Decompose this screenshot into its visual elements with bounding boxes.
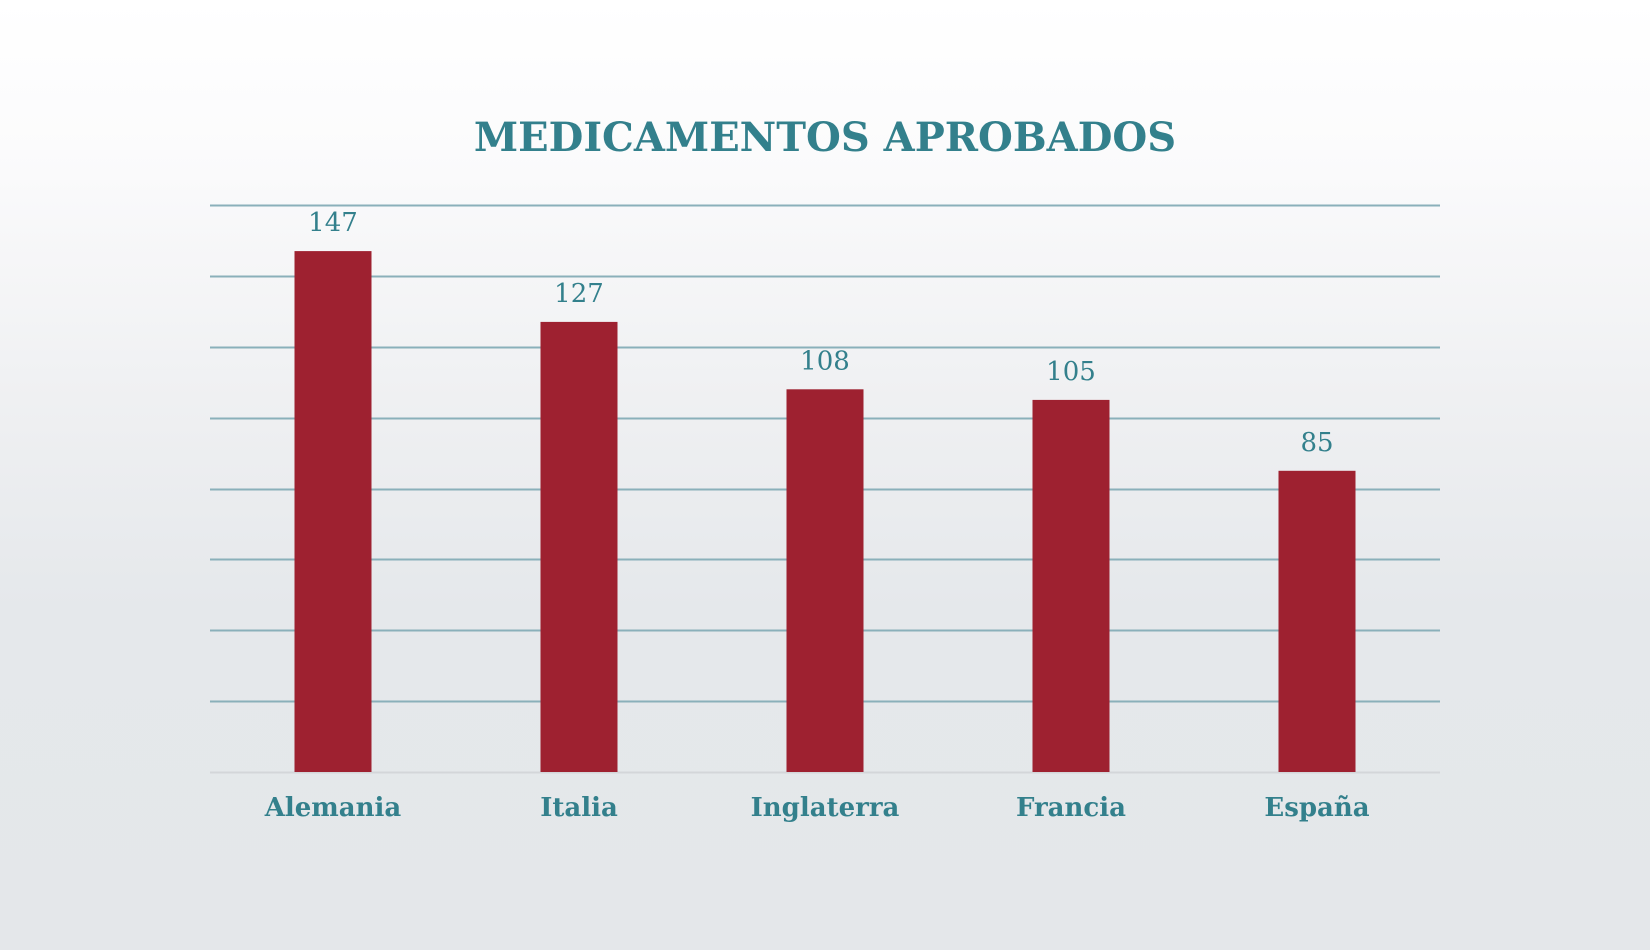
- bar-francia: [1032, 399, 1110, 772]
- bar-italia: [540, 321, 618, 772]
- bar-espana: [1278, 470, 1356, 772]
- bar-inglaterra: [786, 389, 864, 772]
- x-tick-label: España: [1264, 793, 1369, 823]
- bar-alemania: [294, 251, 372, 773]
- x-tick-label: Francia: [1016, 793, 1126, 823]
- data-label: 105: [1046, 357, 1096, 387]
- data-label: 147: [308, 208, 358, 238]
- data-label: 127: [554, 279, 604, 309]
- x-tick-label: Alemania: [264, 793, 402, 823]
- x-tick-label: Inglaterra: [751, 793, 900, 823]
- data-label: 85: [1300, 428, 1333, 458]
- data-label: 108: [800, 346, 850, 376]
- chart-title: MEDICAMENTOS APROBADOS: [473, 114, 1177, 161]
- x-tick-label: Italia: [540, 793, 618, 823]
